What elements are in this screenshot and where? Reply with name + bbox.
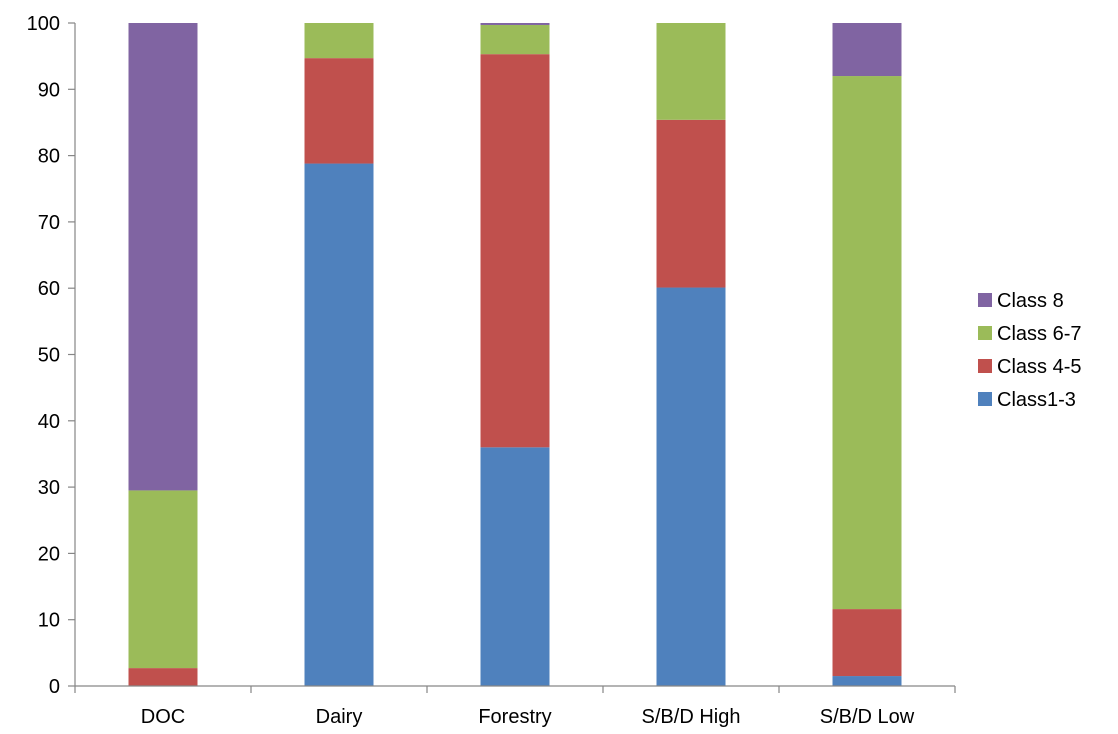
legend-label: Class 8 (997, 290, 1064, 312)
legend-label: Class1-3 (997, 389, 1076, 411)
bar-stacks (128, 23, 902, 686)
x-axis-tick-labels: DOC Dairy Forestry S/B/D High S/B/D Low (141, 706, 915, 728)
bar-segment (480, 54, 550, 448)
bar-segment (832, 76, 902, 610)
legend-item: Class 8 (978, 290, 1064, 312)
x-tick-label: S/B/D Low (820, 706, 915, 728)
legend-swatch (978, 359, 992, 373)
y-tick-label: 80 (38, 146, 60, 168)
bar-segment (832, 676, 902, 686)
y-axis-ticks: 0 10 20 30 40 50 60 70 80 90 100 (27, 13, 75, 698)
y-tick-label: 0 (49, 676, 60, 698)
bar-segment (832, 23, 902, 77)
legend-swatch (978, 392, 992, 406)
y-tick-label: 20 (38, 543, 60, 565)
bar-segment (480, 24, 550, 55)
bar-stack (480, 23, 550, 686)
legend-label: Class 6-7 (997, 323, 1081, 345)
x-tick-label: DOC (141, 706, 185, 728)
y-tick-label: 70 (38, 212, 60, 234)
bar-stack (304, 23, 374, 686)
bar-segment (304, 58, 374, 164)
y-tick-label: 40 (38, 411, 60, 433)
x-tick-label: S/B/D High (642, 706, 741, 728)
bar-segment (304, 163, 374, 686)
y-tick-label: 100 (27, 13, 60, 35)
axes (74, 23, 956, 693)
bar-stack (128, 23, 198, 686)
y-tick-label: 10 (38, 610, 60, 632)
bar-segment (480, 23, 550, 25)
bar-segment (656, 23, 726, 120)
y-tick-label: 30 (38, 477, 60, 499)
legend: Class 8 Class 6-7 Class 4-5 Class1-3 (978, 290, 1081, 411)
y-tick-label: 50 (38, 345, 60, 367)
legend-swatch (978, 293, 992, 307)
legend-label: Class 4-5 (997, 356, 1081, 378)
y-tick-label: 90 (38, 79, 60, 101)
bar-segment (656, 119, 726, 288)
legend-item: Class 4-5 (978, 356, 1081, 378)
x-tick-label: Forestry (478, 706, 551, 728)
bar-segment (832, 609, 902, 677)
legend-swatch (978, 326, 992, 340)
bar-segment (656, 287, 726, 686)
legend-item: Class 6-7 (978, 323, 1081, 345)
legend-item: Class1-3 (978, 389, 1076, 411)
bar-stack (656, 23, 726, 686)
bar-segment (304, 23, 374, 59)
y-tick-label: 60 (38, 278, 60, 300)
bar-segment (128, 490, 198, 669)
x-tick-label: Dairy (316, 706, 363, 728)
bar-segment (128, 23, 198, 491)
bar-stack (832, 23, 902, 686)
bar-segment (480, 447, 550, 686)
bar-segment (128, 668, 198, 686)
